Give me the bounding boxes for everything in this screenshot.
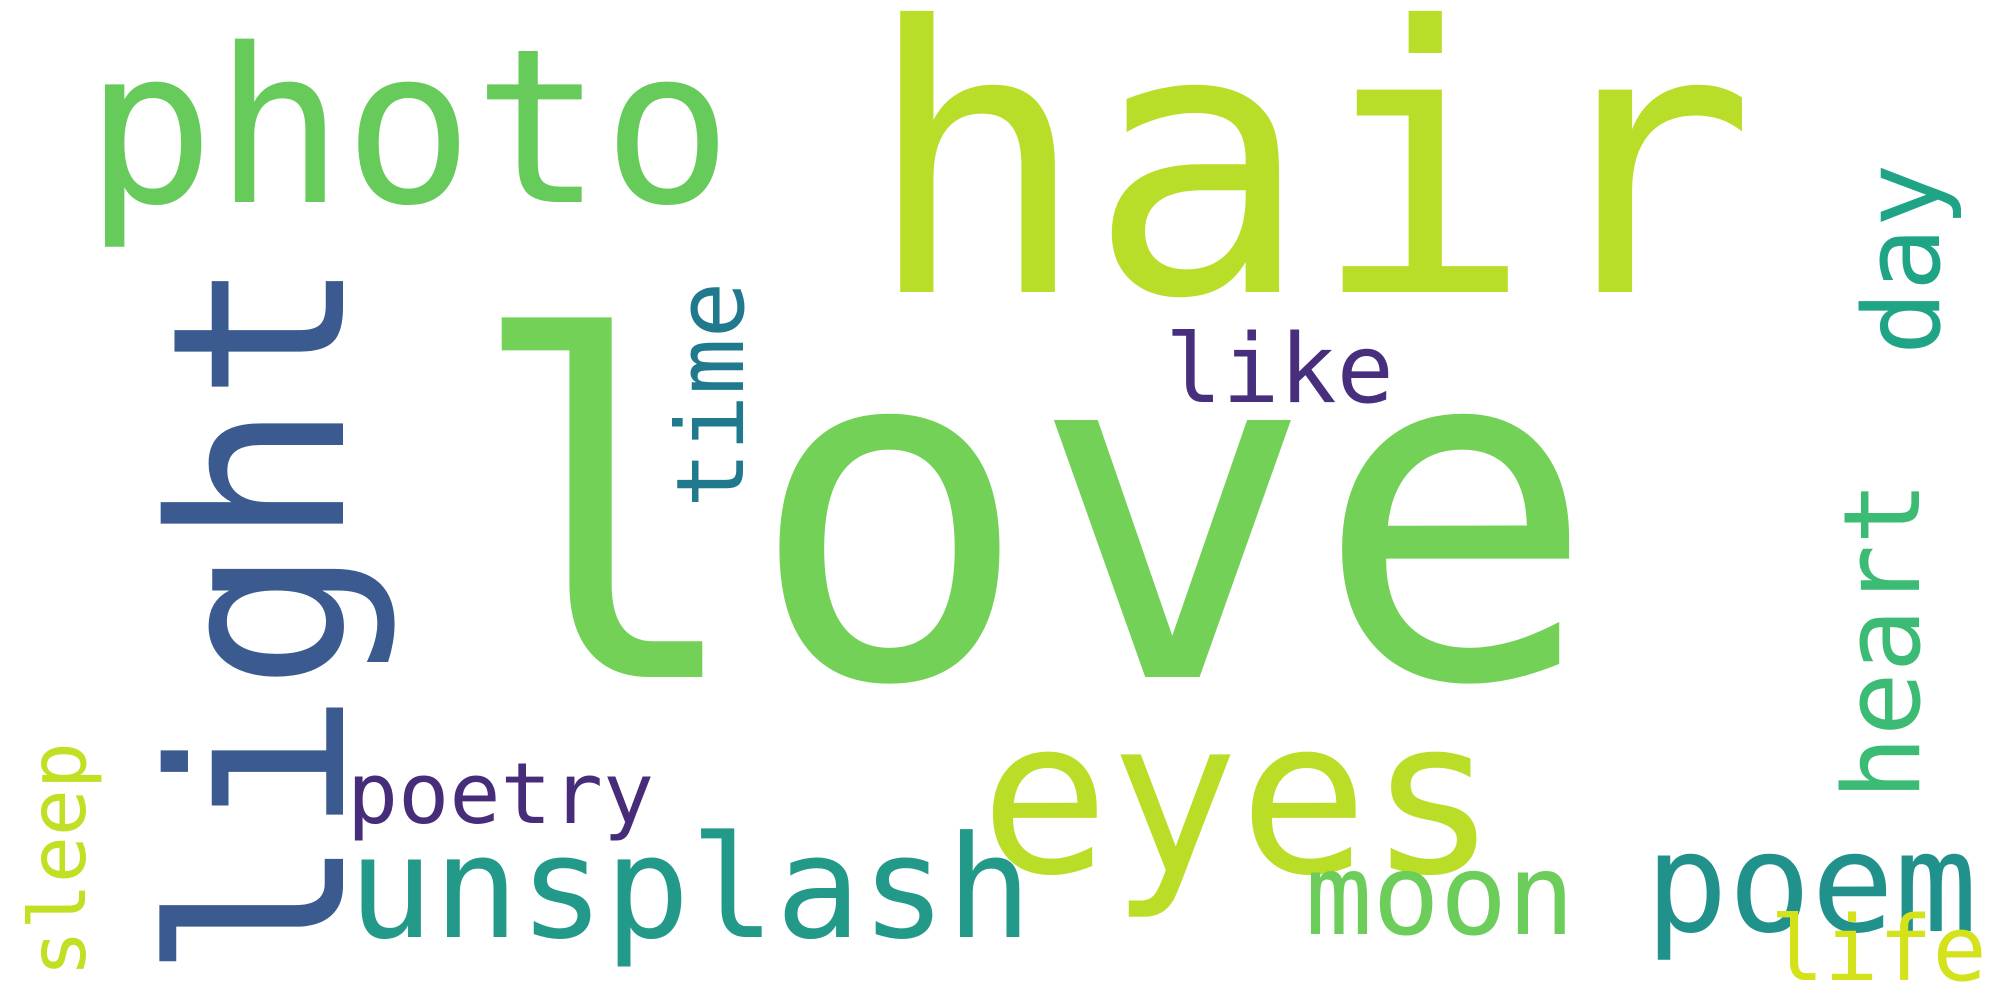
word-like: like [1165, 315, 1394, 425]
word-poem: poem [1645, 803, 1978, 964]
word-moon: moon [1305, 831, 1575, 961]
word-hair: hair [865, 0, 1757, 380]
word-eyes: eyes [980, 672, 1498, 923]
word-time: time [657, 281, 766, 508]
word-love: love [465, 241, 1597, 788]
word-life: life [1770, 897, 1987, 1000]
word-heart: heart [1821, 480, 1944, 800]
word-day: day [1841, 163, 1964, 355]
word-sleep: sleep [14, 742, 104, 977]
word-poetry: poetry [347, 745, 655, 844]
word-photo: photo [85, 2, 733, 253]
word-light: light [120, 257, 400, 980]
word-unsplash: unsplash [348, 806, 1032, 971]
